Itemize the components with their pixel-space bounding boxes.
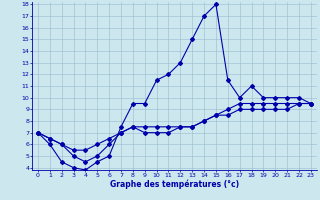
X-axis label: Graphe des températures (°c): Graphe des températures (°c) (110, 179, 239, 189)
